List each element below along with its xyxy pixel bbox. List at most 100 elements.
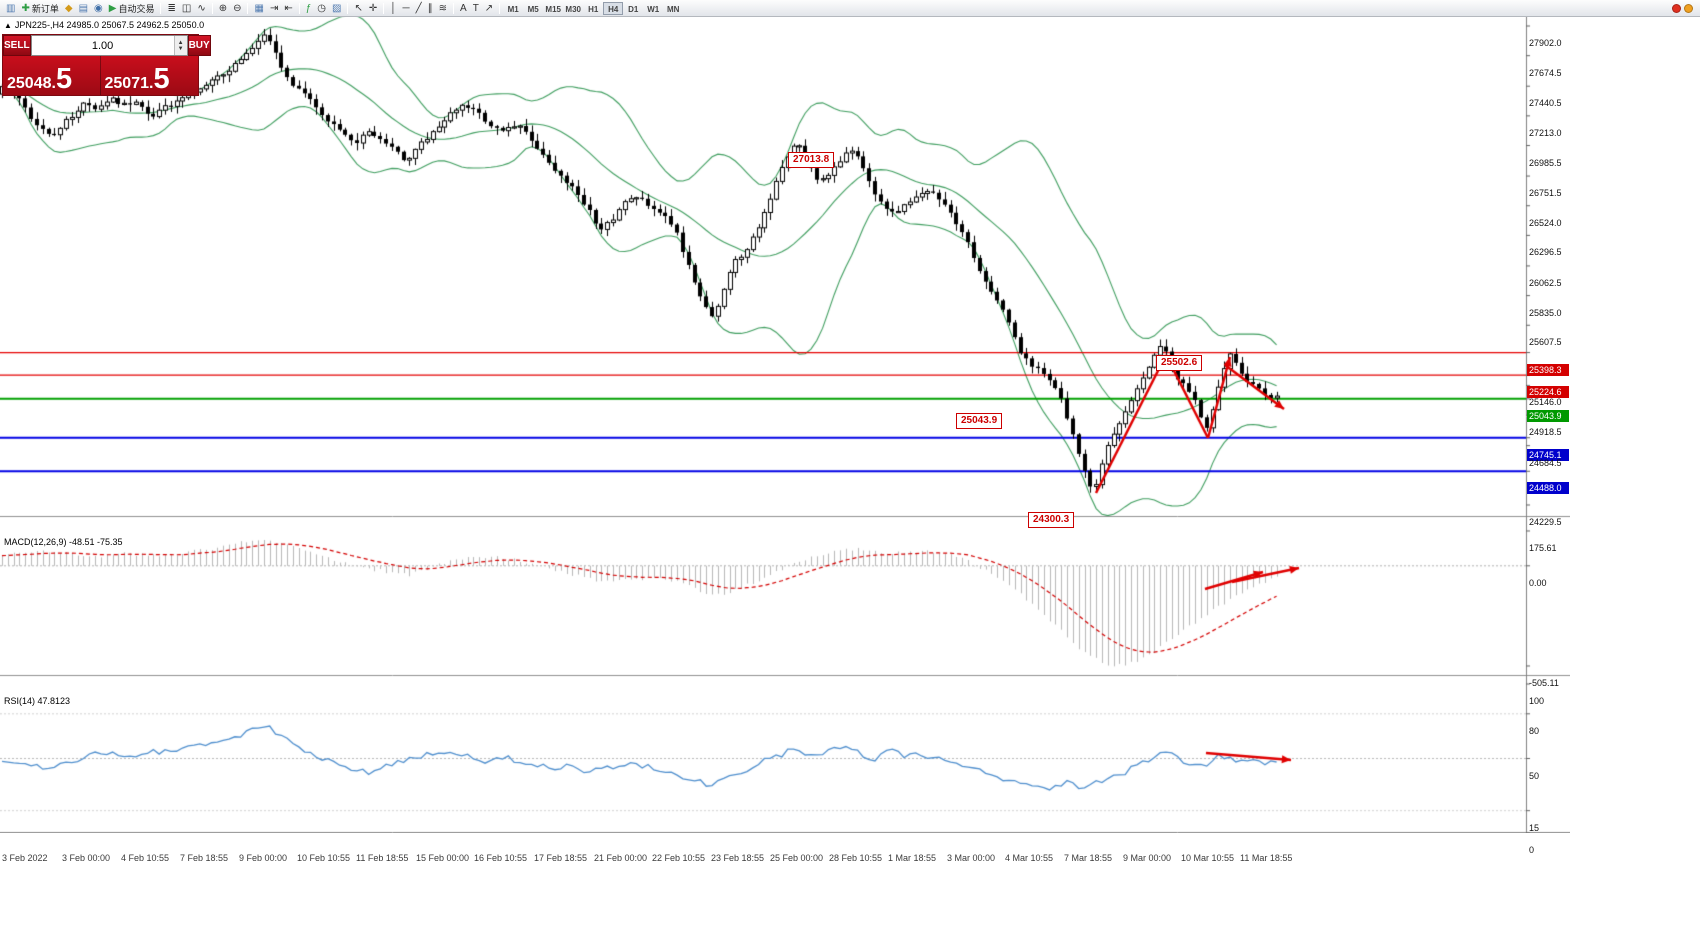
text-button[interactable]: A xyxy=(457,1,470,16)
cursor-button[interactable]: ↖ xyxy=(351,1,365,16)
vertical-line-button[interactable]: │ xyxy=(387,1,399,16)
crosshair-button[interactable]: ✛ xyxy=(366,1,380,16)
news-status-icon xyxy=(1684,3,1693,13)
sell-price[interactable]: 25048. 5 xyxy=(3,56,101,95)
price-chart-canvas[interactable] xyxy=(0,0,1570,833)
buy-price[interactable]: 25071. 5 xyxy=(101,56,199,95)
timeframe-m1-button[interactable]: M1 xyxy=(507,4,519,14)
time-axis-label: 22 Feb 10:55 xyxy=(652,853,706,863)
zoom-out-icon: ⊖ xyxy=(233,2,242,14)
buy-button[interactable]: BUY xyxy=(187,35,211,56)
periods-icon: ◷ xyxy=(317,2,327,14)
toolbar-separator xyxy=(211,2,213,14)
equidistant-channel-button[interactable]: ∥ xyxy=(425,1,436,16)
candlestick-mode-icon: ◫ xyxy=(181,2,192,14)
price-annotation[interactable]: 24300.3 xyxy=(1028,512,1075,528)
volume-stepper: ▲ ▼ xyxy=(30,35,188,56)
price-tick-label: 24229.5 xyxy=(1529,516,1562,527)
price-annotation[interactable]: 27013.8 xyxy=(788,152,835,168)
price-badge: 24488.0 xyxy=(1527,482,1569,495)
zoom-out-button[interactable]: ⊖ xyxy=(230,1,244,16)
volume-up-icon[interactable]: ▲ xyxy=(177,39,184,46)
zoom-in-icon: ⊕ xyxy=(218,2,228,14)
new-order-icon: ✚ xyxy=(21,2,30,14)
arrows-tool-icon: ↗ xyxy=(484,2,494,14)
panel-collapse-icon[interactable]: ▲ xyxy=(4,21,12,30)
toolbar-separator xyxy=(160,2,162,14)
sell-price-main: 25048. xyxy=(7,75,56,92)
timeframe-m30-button[interactable]: M30 xyxy=(565,4,581,14)
auto-scroll-button[interactable]: ⇥ xyxy=(267,1,281,16)
bar-chart-mode-button[interactable]: ≣ xyxy=(164,1,178,16)
macd-axis-label: 175.61 xyxy=(1529,542,1557,553)
data-window-button[interactable]: ◉ xyxy=(91,1,106,16)
time-axis-label: 7 Mar 18:55 xyxy=(1064,853,1113,863)
indicators-button[interactable]: ƒ xyxy=(303,1,315,16)
macd-axis-label: 0.00 xyxy=(1529,577,1547,588)
tile-windows-button[interactable]: ▦ xyxy=(251,1,266,16)
toolbar: ▥ ✚ 新订单 ◆ ▤ ◉ ▶ 自动交易 ≣ ◫ ∿ ⊕ ⊖ ▦ ⇥ ⇤ ƒ ◷ ▨ ↖ ✛ │ ─ ╱ ∥ ≋ A T ↗ M1 M5 M1… xyxy=(0,0,1700,17)
chart-profiles-button[interactable]: ◆ xyxy=(62,1,76,16)
arrows-tool-button[interactable]: ↗ xyxy=(482,1,496,16)
new-order-button[interactable]: ✚ 新订单 xyxy=(18,1,61,16)
timeframe-h4-button[interactable]: H4 xyxy=(603,1,624,15)
price-tick-label: 26751.5 xyxy=(1529,188,1562,199)
time-axis-label: 23 Feb 18:55 xyxy=(711,853,765,863)
sell-button[interactable]: SELL xyxy=(3,35,31,56)
trendline-button[interactable]: ╱ xyxy=(413,1,425,16)
autotrade-icon: ▶ xyxy=(108,2,117,14)
volume-input[interactable] xyxy=(31,36,174,55)
timeframe-mn-button[interactable]: MN xyxy=(666,4,680,14)
templates-button[interactable]: ▨ xyxy=(329,1,344,16)
vertical-line-icon: │ xyxy=(390,2,397,14)
macd-indicator-label: MACD(12,26,9) -48.51 -75.35 xyxy=(4,537,123,547)
bar-chart-mode-icon: ≣ xyxy=(167,2,176,14)
one-click-trading-panel: SELL ▲ ▼ BUY 25048.5 25071.5 xyxy=(2,34,211,96)
rsi-axis-label: 80 xyxy=(1529,725,1540,736)
time-axis-label: 3 Feb 2022 xyxy=(2,853,48,863)
price-annotation[interactable]: 25502.6 xyxy=(1156,355,1203,371)
horizontal-line-button[interactable]: ─ xyxy=(400,1,413,16)
line-chart-mode-button[interactable]: ∿ xyxy=(194,1,208,16)
timeframe-m5-button[interactable]: M5 xyxy=(527,4,539,14)
volume-arrows: ▲ ▼ xyxy=(173,36,187,55)
equidistant-channel-icon: ∥ xyxy=(427,2,433,14)
volume-down-icon[interactable]: ▼ xyxy=(177,45,184,52)
time-axis-label: 11 Feb 18:55 xyxy=(356,853,409,863)
connection-status-icon xyxy=(1672,3,1681,13)
chart-shift-button[interactable]: ⇤ xyxy=(281,1,295,16)
timeframe-m15-button[interactable]: M15 xyxy=(545,4,561,14)
cursor-icon: ↖ xyxy=(354,2,363,14)
line-chart-mode-icon: ∿ xyxy=(197,2,206,14)
toolbar-status-icons xyxy=(1672,3,1697,13)
time-axis-label: 3 Feb 00:00 xyxy=(62,853,111,863)
price-badge: 25043.9 xyxy=(1527,409,1569,422)
time-axis-label: 25 Feb 00:00 xyxy=(770,853,824,863)
new-chart-button[interactable]: ▥ xyxy=(3,1,18,16)
timeframe-h1-button[interactable]: H1 xyxy=(588,4,599,14)
indicators-icon: ƒ xyxy=(305,2,312,14)
time-axis-label: 4 Mar 10:55 xyxy=(1005,853,1054,863)
fibonacci-button[interactable]: ≋ xyxy=(436,1,450,16)
toolbar-separator xyxy=(247,2,249,14)
timeframe-d1-button[interactable]: D1 xyxy=(628,4,639,14)
price-tick-label: 26062.5 xyxy=(1529,277,1562,288)
toolbar-separator xyxy=(453,2,455,14)
rsi-axis-label: 50 xyxy=(1529,770,1540,781)
auto-scroll-icon: ⇥ xyxy=(269,2,279,14)
data-window-icon: ◉ xyxy=(94,2,103,14)
autotrade-button[interactable]: ▶ 自动交易 xyxy=(106,1,158,16)
price-annotation[interactable]: 25043.9 xyxy=(956,413,1003,429)
price-tick-label: 24684.5 xyxy=(1529,457,1562,468)
candlestick-mode-button[interactable]: ◫ xyxy=(179,1,194,16)
time-axis-label: 10 Feb 10:55 xyxy=(297,853,351,863)
zoom-in-button[interactable]: ⊕ xyxy=(216,1,230,16)
periods-button[interactable]: ◷ xyxy=(314,1,329,16)
price-badge: 24745.1 xyxy=(1527,448,1569,461)
market-watch-button[interactable]: ▤ xyxy=(76,1,91,16)
text-label-button[interactable]: T xyxy=(470,1,482,16)
time-axis-label: 17 Feb 18:55 xyxy=(534,853,588,863)
horizontal-line-icon: ─ xyxy=(402,2,410,14)
timeframe-w1-button[interactable]: W1 xyxy=(647,4,660,14)
